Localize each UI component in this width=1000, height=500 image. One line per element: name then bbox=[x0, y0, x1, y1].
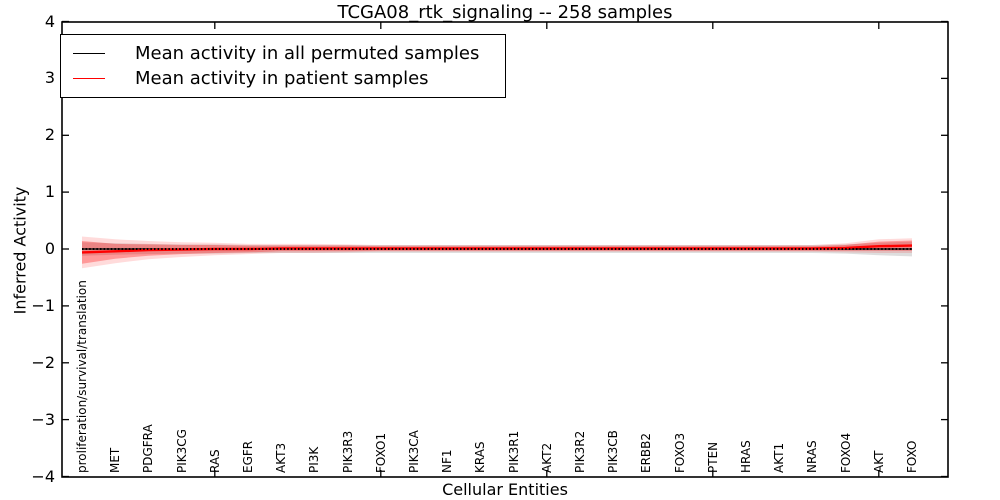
x-axis-label: Cellular Entities bbox=[442, 480, 568, 499]
patient-line-swatch bbox=[73, 78, 105, 79]
x-category-label: PIK3CB bbox=[606, 430, 621, 473]
x-category-label: ERBB2 bbox=[639, 432, 654, 473]
x-category-label: HRAS bbox=[739, 440, 753, 473]
legend: Mean activity in all permuted samples Me… bbox=[60, 34, 506, 98]
chart-title: TCGA08_rtk_signaling -- 258 samples bbox=[337, 2, 673, 23]
x-category-label: FOXO4 bbox=[838, 432, 853, 473]
x-category-label: AKT bbox=[871, 450, 886, 473]
x-category-label: AKT3 bbox=[274, 442, 289, 473]
x-category-label: PI3K bbox=[307, 446, 322, 473]
x-category-label: PIK3CG bbox=[174, 429, 189, 473]
y-tick-label: −2 bbox=[31, 352, 55, 372]
x-category-label: AKT1 bbox=[772, 442, 787, 473]
legend-item-permuted: Mean activity in all permuted samples bbox=[73, 41, 495, 66]
x-category-label: PTEN bbox=[705, 441, 720, 473]
y-tick-label: 1 bbox=[44, 182, 55, 202]
y-tick-label: 4 bbox=[44, 11, 55, 31]
legend-item-patient: Mean activity in patient samples bbox=[73, 66, 495, 91]
x-category-label: PIK3CA bbox=[407, 430, 421, 473]
y-tick-label: −1 bbox=[31, 295, 55, 315]
patient-std-outer-band bbox=[82, 236, 912, 269]
x-category-label: PIK3R2 bbox=[573, 430, 587, 473]
legend-label-permuted: Mean activity in all permuted samples bbox=[135, 43, 480, 64]
y-tick-label: −3 bbox=[31, 409, 55, 429]
x-category-label: NF1 bbox=[440, 449, 455, 473]
x-category-label: PIK3R3 bbox=[340, 430, 355, 473]
x-category-label: PDGFRA bbox=[141, 424, 156, 473]
x-category-label: FOXO bbox=[905, 440, 919, 473]
x-category-label: RAS bbox=[207, 449, 222, 473]
x-category-label: FOXO1 bbox=[373, 432, 388, 473]
x-category-label: EGFR bbox=[241, 440, 255, 473]
y-tick-label: 0 bbox=[44, 239, 55, 258]
x-category-label: NRAS bbox=[805, 440, 820, 473]
x-category-label: proliferation/survival/translation bbox=[75, 280, 89, 473]
y-tick-label: 2 bbox=[44, 125, 55, 145]
permuted-line-swatch bbox=[73, 53, 105, 54]
x-category-label: AKT2 bbox=[539, 442, 554, 473]
patient-std-band bbox=[82, 240, 912, 264]
x-category-label: KRAS bbox=[473, 441, 488, 473]
y-tick-label: −4 bbox=[31, 466, 55, 486]
x-category-label: MET bbox=[108, 447, 123, 473]
x-category-label: FOXO3 bbox=[672, 432, 687, 473]
legend-label-patient: Mean activity in patient samples bbox=[135, 68, 429, 89]
y-tick-label: 3 bbox=[44, 68, 55, 88]
x-category-label: PIK3R1 bbox=[506, 430, 521, 473]
